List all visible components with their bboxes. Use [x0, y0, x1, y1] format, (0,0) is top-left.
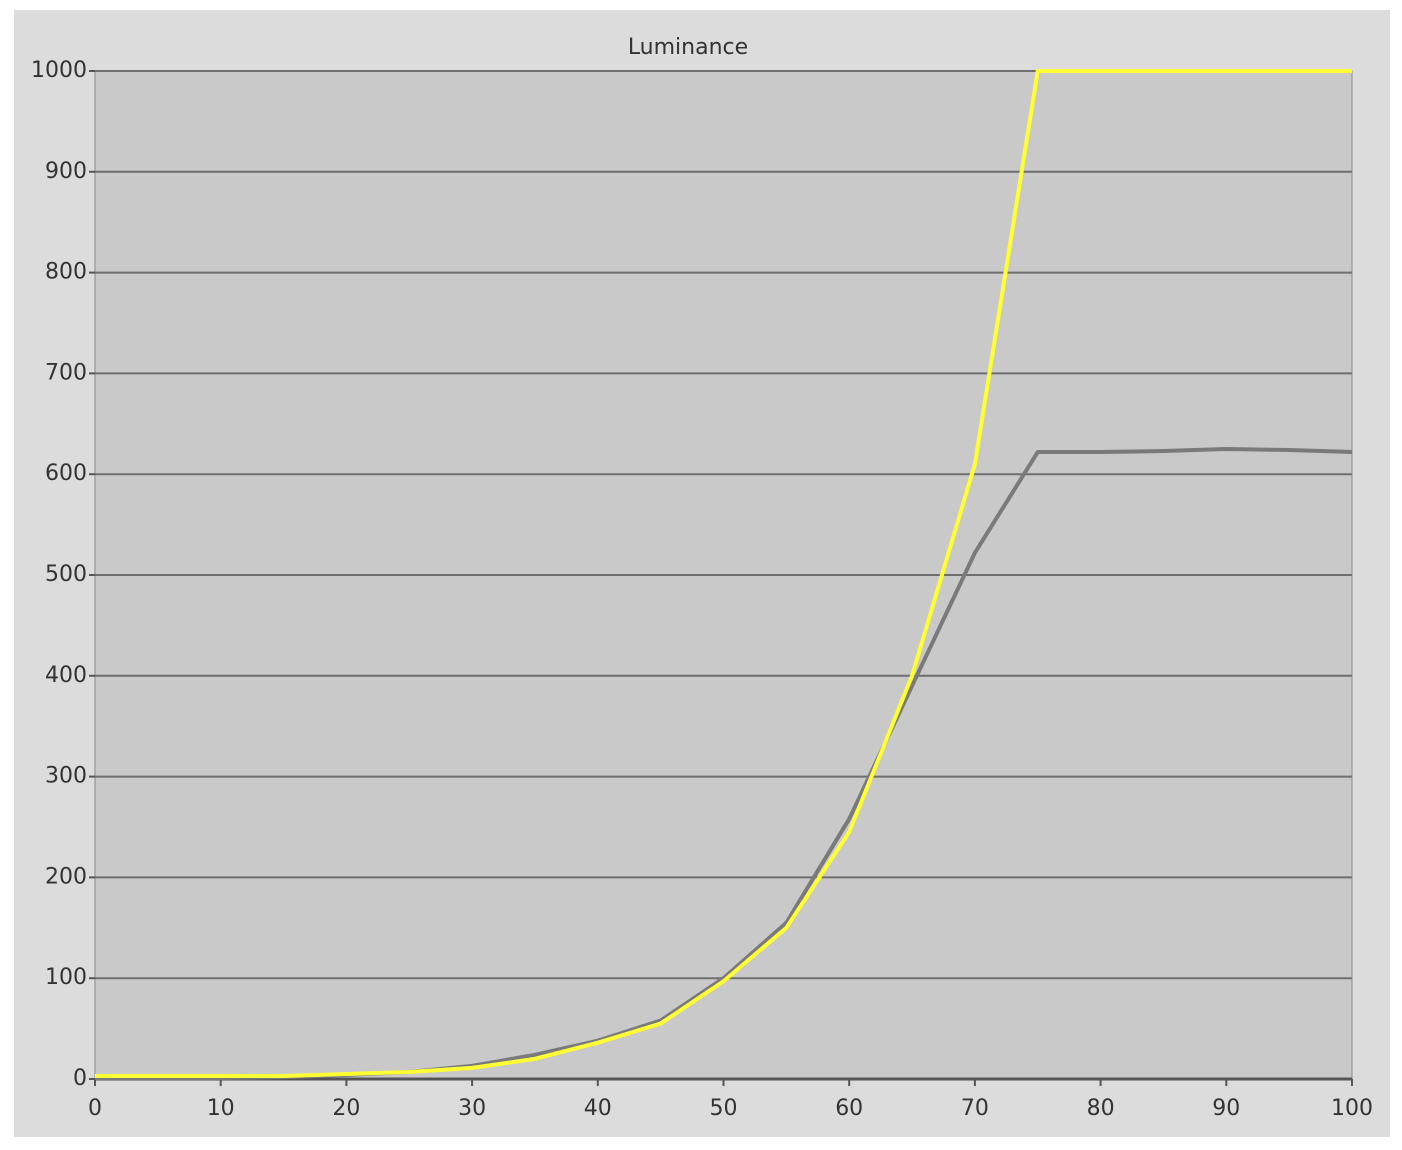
- x-tick-label: 30: [458, 1096, 486, 1121]
- y-tick-label: 800: [45, 260, 87, 285]
- x-tick-label: 80: [1087, 1096, 1115, 1121]
- y-tick-label: 700: [45, 360, 87, 385]
- y-tick-label: 600: [45, 461, 87, 486]
- x-tick-label: 90: [1212, 1096, 1240, 1121]
- chart-title: Luminance: [628, 35, 748, 60]
- y-tick-label: 300: [45, 764, 87, 789]
- y-tick-label: 400: [45, 663, 87, 688]
- y-tick-label: 200: [45, 864, 87, 889]
- x-tick-label: 0: [88, 1096, 102, 1121]
- x-tick-label: 20: [332, 1096, 360, 1121]
- x-tick-label: 100: [1331, 1096, 1373, 1121]
- x-tick-label: 50: [710, 1096, 738, 1121]
- y-tick-label: 1000: [31, 58, 87, 83]
- series-line: [95, 69, 1352, 1078]
- y-tick-label: 900: [45, 159, 87, 184]
- x-tick-label: 40: [584, 1096, 612, 1121]
- y-tick-label: 0: [73, 1066, 87, 1091]
- x-tick-label: 60: [835, 1096, 863, 1121]
- x-tick-label: 10: [207, 1096, 235, 1121]
- y-tick-label: 100: [45, 965, 87, 990]
- x-tick-label: 70: [961, 1096, 989, 1121]
- y-tick-label: 500: [45, 562, 87, 587]
